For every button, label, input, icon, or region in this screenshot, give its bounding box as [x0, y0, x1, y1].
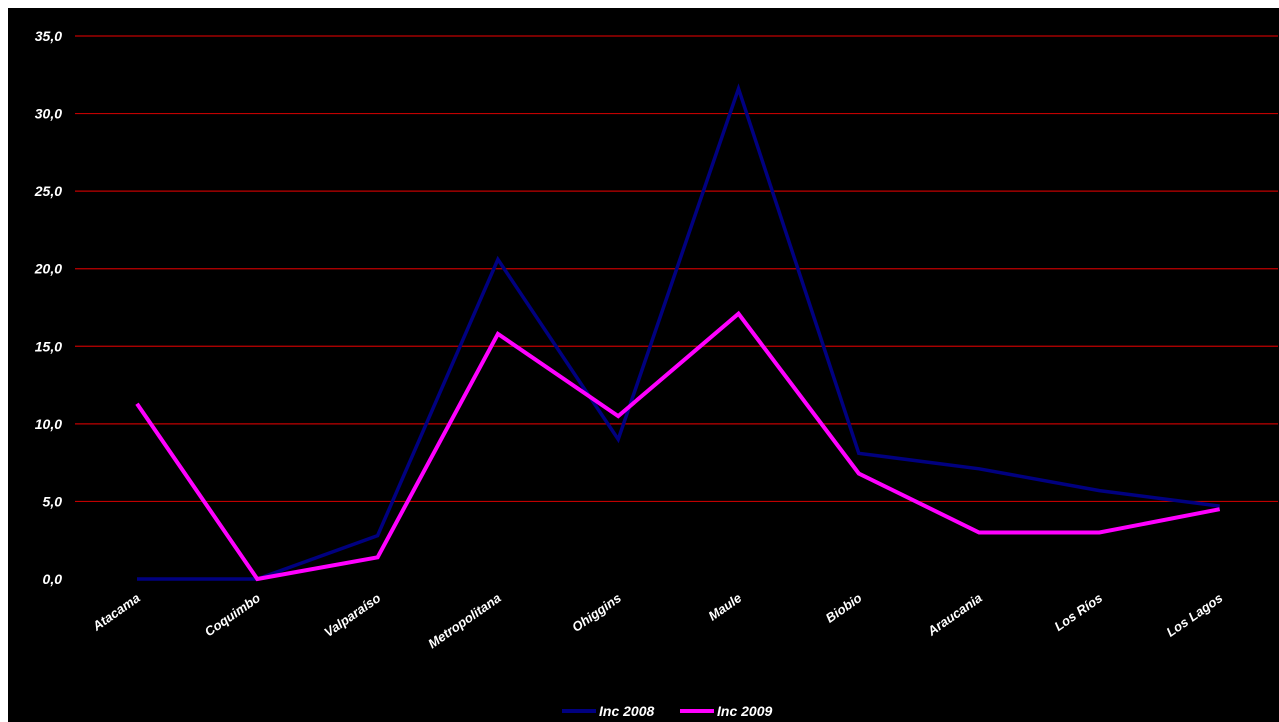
legend-label: Inc 2008 [599, 703, 654, 719]
y-tick-label: 15,0 [35, 338, 62, 354]
series-line-1 [137, 83, 1220, 581]
y-tick-label: 10,0 [35, 416, 62, 432]
y-tick-label: 30,0 [35, 106, 62, 122]
y-axis-ticks: 0,0 5,0 10,0 15,0 20,0 25,0 30,0 35,0 [34, 28, 62, 587]
legend: Inc 2008 Inc 2009 [562, 703, 772, 719]
gridlines [75, 35, 1278, 503]
series-line-2 [135, 310, 1221, 582]
series-lines [135, 83, 1221, 582]
legend-label: Inc 2009 [717, 703, 772, 719]
y-tick-label: 20,0 [34, 261, 62, 277]
y-tick-label: 0,0 [43, 571, 63, 587]
y-tick-label: 25,0 [34, 183, 62, 199]
y-tick-label: 5,0 [43, 493, 63, 509]
y-tick-label: 35,0 [35, 28, 62, 44]
